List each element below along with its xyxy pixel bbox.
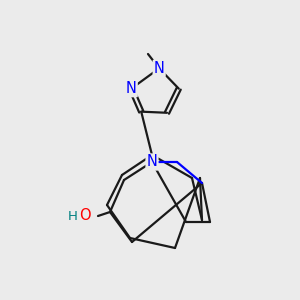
Text: O: O (79, 208, 91, 224)
Text: H: H (68, 211, 78, 224)
Text: N: N (126, 81, 137, 96)
Text: N: N (147, 154, 158, 169)
Text: N: N (154, 61, 165, 76)
